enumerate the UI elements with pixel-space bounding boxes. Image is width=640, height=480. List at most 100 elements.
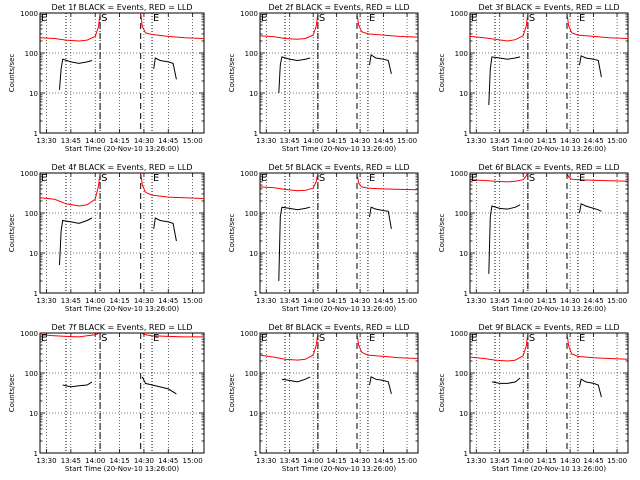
x-tick-label: 13:45: [280, 457, 300, 465]
y-tick-label: 1: [254, 450, 258, 458]
y-tick-label: 100: [25, 370, 38, 378]
y-tick-label: 1: [464, 290, 468, 298]
x-tick-label: 14:00: [85, 137, 105, 145]
marker-e-label: E: [41, 173, 47, 184]
x-tick-label: 14:15: [327, 457, 347, 465]
series-group: [260, 13, 418, 94]
x-tick-label: 14:00: [85, 457, 105, 465]
series-lld-line: [260, 13, 319, 40]
x-tick-label: 14:15: [109, 137, 129, 145]
y-tick-label: 10: [459, 250, 468, 258]
x-tick-label: 14:15: [109, 457, 129, 465]
x-tick-label: 15:00: [607, 457, 627, 465]
x-tick-label: 13:45: [490, 137, 510, 145]
marker-e-label: E: [261, 333, 267, 344]
series-lld-line: [260, 333, 319, 361]
x-ticks: [475, 333, 618, 453]
x-axis-label: Start Time (20-Nov-10 13:26:00): [492, 305, 606, 313]
series-lld-line: [140, 333, 204, 338]
x-tick-label: 13:45: [280, 297, 300, 305]
grid: [260, 12, 418, 134]
x-tick-label: 13:45: [490, 297, 510, 305]
series-lld-line: [566, 13, 628, 39]
series-events-line: [369, 376, 392, 395]
y-tick-label: 100: [455, 50, 468, 58]
marker-e-label: E: [579, 13, 585, 24]
x-axis-label: Start Time (20-Nov-10 13:26:00): [65, 145, 179, 153]
series-lld-line: [566, 333, 628, 360]
x-tick-label: 13:45: [280, 137, 300, 145]
y-ticks: [260, 334, 418, 454]
panel-title: Det 4f BLACK = Events, RED = LLD: [51, 163, 192, 172]
grid: [470, 332, 628, 454]
x-tick-label: 13:30: [466, 457, 486, 465]
marker-e-label: E: [471, 333, 477, 344]
y-tick-label: 100: [245, 210, 258, 218]
x-tick-label: 13:45: [61, 137, 81, 145]
series-lld-line: [356, 13, 418, 38]
x-tick-label: 14:30: [350, 457, 370, 465]
y-tick-label: 1: [464, 450, 468, 458]
series-events-line: [369, 53, 392, 75]
y-axis-label: Counts/sec: [8, 54, 16, 93]
grid: [260, 172, 418, 294]
marker-e-label: E: [369, 333, 375, 344]
y-axis-label: Counts/sec: [8, 214, 16, 253]
x-tick-label: 13:45: [61, 457, 81, 465]
x-tick-label: 14:15: [327, 297, 347, 305]
grid: [40, 332, 204, 454]
x-tick-label: 14:45: [583, 457, 603, 465]
x-tick-label: 14:15: [327, 137, 347, 145]
x-tick-label: 15:00: [607, 137, 627, 145]
series-events-line: [278, 206, 311, 282]
x-tick-label: 14:30: [134, 137, 154, 145]
y-axis-label: Counts/sec: [228, 214, 236, 253]
x-tick-label: 13:30: [466, 137, 486, 145]
x-tick-label: 14:45: [158, 457, 178, 465]
y-ticks: [40, 174, 204, 294]
x-tick-label: 14:45: [583, 137, 603, 145]
x-tick-label: 13:30: [36, 137, 56, 145]
y-axis-label: Counts/sec: [438, 214, 446, 253]
x-tick-label: 14:45: [158, 137, 178, 145]
series-lld-line: [566, 173, 628, 182]
marker-s-label: S: [529, 173, 535, 184]
y-tick-label: 100: [245, 370, 258, 378]
marker-e-label: E: [261, 173, 267, 184]
series-events-line: [488, 204, 521, 274]
marker-e-label: E: [471, 173, 477, 184]
grid: [40, 172, 204, 294]
y-tick-label: 10: [29, 90, 38, 98]
plot-frame: [469, 172, 629, 294]
y-ticks: [40, 334, 204, 454]
x-tick-label: 14:45: [373, 137, 393, 145]
y-tick-label: 1000: [20, 330, 38, 338]
plot-frame: [469, 332, 629, 454]
y-axis-label: Counts/sec: [8, 374, 16, 413]
series-group: [470, 333, 628, 398]
y-tick-label: 1: [34, 130, 38, 138]
x-ticks: [475, 173, 618, 293]
series-events-line: [62, 381, 93, 388]
x-tick-label: 13:30: [36, 457, 56, 465]
x-tick-label: 13:45: [61, 297, 81, 305]
y-tick-label: 100: [25, 210, 38, 218]
x-tick-label: 14:30: [560, 137, 580, 145]
x-tick-label: 15:00: [183, 457, 203, 465]
x-tick-label: 15:00: [183, 297, 203, 305]
marker-e-label: E: [471, 13, 477, 24]
x-tick-label: 14:30: [560, 457, 580, 465]
y-tick-label: 10: [249, 90, 258, 98]
series-lld-line: [40, 13, 101, 42]
x-tick-label: 15:00: [183, 137, 203, 145]
marker-e-label: E: [579, 173, 585, 184]
x-ticks: [475, 13, 618, 133]
y-tick-label: 1000: [450, 10, 468, 18]
x-tick-label: 14:30: [134, 297, 154, 305]
y-tick-label: 100: [455, 210, 468, 218]
y-tick-label: 1000: [20, 10, 38, 18]
y-tick-label: 10: [249, 410, 258, 418]
